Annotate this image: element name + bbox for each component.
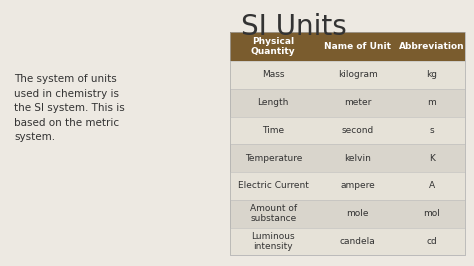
Text: K: K: [429, 154, 435, 163]
Text: kg: kg: [426, 70, 437, 79]
Bar: [230, 228, 317, 255]
Text: The system of units
used in chemistry is
the SI system. This is
based on the met: The system of units used in chemistry is…: [14, 74, 125, 142]
Text: Abbreviation: Abbreviation: [399, 42, 465, 51]
Text: Temperature: Temperature: [245, 154, 302, 163]
Text: A: A: [428, 181, 435, 190]
Bar: [317, 200, 399, 228]
Bar: [399, 228, 465, 255]
Bar: [230, 61, 317, 89]
Bar: [317, 32, 399, 61]
Bar: [230, 32, 317, 61]
Bar: [230, 144, 317, 172]
Text: Physical
Quantity: Physical Quantity: [251, 37, 296, 56]
Bar: [317, 228, 399, 255]
Text: Length: Length: [257, 98, 289, 107]
Text: SI Units: SI Units: [241, 13, 347, 41]
Text: kilogram: kilogram: [338, 70, 378, 79]
Bar: [399, 32, 465, 61]
Text: Name of Unit: Name of Unit: [324, 42, 391, 51]
Bar: [317, 61, 399, 89]
Bar: [230, 200, 317, 228]
Bar: [317, 172, 399, 200]
Text: candela: candela: [340, 237, 375, 246]
Text: Luminous
intensity: Luminous intensity: [252, 232, 295, 251]
Text: mol: mol: [423, 209, 440, 218]
Bar: [230, 172, 317, 200]
Text: m: m: [427, 98, 436, 107]
Bar: [399, 172, 465, 200]
Bar: [317, 89, 399, 117]
Bar: [317, 144, 399, 172]
Text: Amount of
substance: Amount of substance: [250, 204, 297, 223]
Bar: [399, 200, 465, 228]
Bar: [317, 117, 399, 144]
Text: meter: meter: [344, 98, 372, 107]
Text: cd: cd: [426, 237, 437, 246]
Text: Mass: Mass: [262, 70, 284, 79]
Bar: [399, 89, 465, 117]
Text: Time: Time: [262, 126, 284, 135]
Text: ampere: ampere: [340, 181, 375, 190]
Text: Electric Current: Electric Current: [238, 181, 309, 190]
Text: kelvin: kelvin: [344, 154, 371, 163]
Bar: [230, 32, 465, 255]
Bar: [399, 61, 465, 89]
Bar: [230, 117, 317, 144]
Text: s: s: [429, 126, 434, 135]
Bar: [399, 117, 465, 144]
Text: second: second: [342, 126, 374, 135]
Text: mole: mole: [346, 209, 369, 218]
Bar: [399, 144, 465, 172]
Bar: [230, 89, 317, 117]
